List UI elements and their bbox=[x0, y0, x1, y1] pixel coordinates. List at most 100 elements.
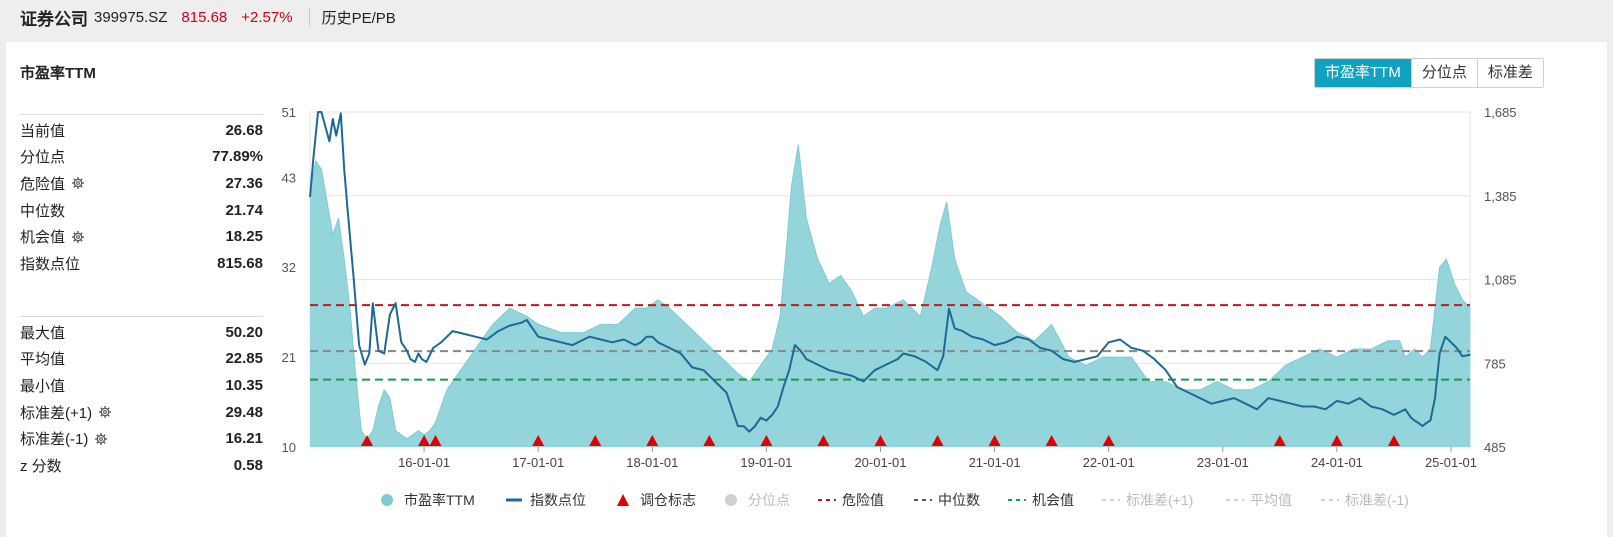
y-right-tick: 1,085 bbox=[1484, 273, 1517, 288]
stat-row: 分位点 77.89% bbox=[20, 144, 263, 171]
panel-title: 市盈率TTM bbox=[20, 65, 96, 82]
stat-value: 27.36 bbox=[225, 174, 263, 192]
index-line bbox=[309, 111, 1471, 433]
stat-value: 815.68 bbox=[217, 254, 263, 272]
y-right-tick: 1,385 bbox=[1484, 189, 1517, 204]
rebalance-marker bbox=[429, 435, 442, 446]
stat-label: 中位数 bbox=[20, 202, 66, 220]
stat-row: 危险值 27.36 bbox=[20, 170, 263, 197]
stat-value: 22.85 bbox=[225, 350, 263, 368]
stat-row: 标准差(+1) 29.48 bbox=[20, 399, 263, 426]
index-change: +2.57% bbox=[241, 8, 293, 26]
legend-label: 中位数 bbox=[938, 492, 980, 508]
rebalance-marker bbox=[1102, 435, 1115, 446]
legend-label: 标准差(+1) bbox=[1126, 492, 1193, 508]
legend-label: 分位点 bbox=[748, 492, 790, 508]
legend-label: 平均值 bbox=[1250, 492, 1292, 508]
x-tick: 23-01-01 bbox=[1197, 455, 1249, 470]
header-bar: 证券公司 399975.SZ 815.68 +2.57% 历史PE/PB bbox=[0, 0, 1613, 34]
legend-label: 调仓标志 bbox=[640, 492, 696, 508]
stat-value: 26.68 bbox=[225, 121, 263, 139]
y-right-tick: 785 bbox=[1484, 356, 1506, 371]
rebalance-marker bbox=[703, 435, 716, 446]
pe-chart: 10 21 32 43 51 485 785 1,085 1,385 1,685 16-01-01 1… bbox=[282, 105, 1517, 508]
stats-summary: 最大值 50.20 平均值 22.85 最小值 10.35 标准差(+1) 29.48 标准差(… bbox=[20, 316, 263, 479]
tab-stddev[interactable]: 标准差 bbox=[1476, 59, 1543, 87]
legend-label: 指数点位 bbox=[530, 492, 586, 508]
legend-item[interactable]: 标准差(-1) bbox=[1321, 492, 1409, 508]
y-right-tick: 485 bbox=[1484, 440, 1506, 455]
legend-item[interactable]: 分位点 bbox=[725, 492, 790, 508]
y-left-tick: 51 bbox=[282, 105, 296, 120]
rebalance-marker bbox=[418, 435, 431, 446]
legend-item[interactable]: 平均值 bbox=[1226, 492, 1292, 508]
stat-label: 危险值 bbox=[20, 173, 85, 194]
rebalance-marker bbox=[589, 435, 602, 446]
y-left-tick: 21 bbox=[282, 350, 296, 365]
rebalance-marker bbox=[1045, 435, 1058, 446]
legend-label: 危险值 bbox=[842, 492, 884, 508]
x-tick: 20-01-01 bbox=[854, 455, 906, 470]
gear-icon[interactable] bbox=[94, 432, 108, 446]
stat-label: 标准差(+1) bbox=[20, 402, 112, 423]
tab-percentile[interactable]: 分位点 bbox=[1410, 59, 1477, 87]
legend-item[interactable]: 中位数 bbox=[914, 492, 980, 508]
stat-value: 21.74 bbox=[225, 201, 263, 219]
rebalance-marker bbox=[760, 435, 773, 446]
tab-pe-ttm[interactable]: 市盈率TTM bbox=[1315, 59, 1411, 87]
metric-tab-group: 市盈率TTM 分位点 标准差 bbox=[1314, 58, 1544, 88]
stat-value: 10.35 bbox=[225, 376, 263, 394]
y-left-tick: 43 bbox=[282, 170, 296, 185]
gear-icon[interactable] bbox=[71, 230, 85, 244]
pe-line bbox=[309, 144, 1471, 440]
stats-current: 当前值 26.68 分位点 77.89% 危险值 27.36 中位数 21.74 机会值 18.2… bbox=[20, 114, 263, 277]
stat-value: 77.89% bbox=[212, 148, 263, 166]
x-tick: 18-01-01 bbox=[626, 455, 678, 470]
legend-label: 机会值 bbox=[1032, 492, 1074, 508]
x-tick: 19-01-01 bbox=[740, 455, 792, 470]
legend-dot-icon bbox=[725, 494, 737, 506]
y-right-tick: 1,685 bbox=[1484, 105, 1517, 120]
stat-row: 指数点位 815.68 bbox=[20, 250, 263, 277]
gear-icon[interactable] bbox=[71, 176, 85, 190]
rebalance-marker bbox=[817, 435, 830, 446]
stat-row: 平均值 22.85 bbox=[20, 346, 263, 373]
rebalance-marker bbox=[931, 435, 944, 446]
legend-item[interactable]: 机会值 bbox=[1008, 492, 1074, 508]
stat-row: z 分数 0.58 bbox=[20, 452, 263, 479]
valuation-panel: 市盈率TTM 市盈率TTM 分位点 标准差 当前值 26.68 分位点 77.89% 危… bbox=[6, 42, 1607, 537]
rebalance-marker bbox=[532, 435, 545, 446]
x-tick: 22-01-01 bbox=[1083, 455, 1135, 470]
index-price: 815.68 bbox=[181, 8, 228, 26]
stat-label: 最小值 bbox=[20, 377, 66, 395]
stat-label: 标准差(-1) bbox=[20, 428, 108, 449]
x-tick: 17-01-01 bbox=[512, 455, 564, 470]
rebalance-marker bbox=[361, 435, 374, 446]
index-code: 399975.SZ bbox=[94, 8, 168, 26]
y-left-tick: 10 bbox=[282, 440, 296, 455]
legend-item[interactable]: 指数点位 bbox=[506, 492, 586, 508]
legend-item[interactable]: 危险值 bbox=[818, 492, 884, 508]
stat-label: 最大值 bbox=[20, 324, 66, 342]
stat-value: 0.58 bbox=[233, 456, 263, 474]
page-title[interactable]: 历史PE/PB bbox=[321, 9, 396, 27]
x-tick: 21-01-01 bbox=[969, 455, 1021, 470]
rebalance-marker bbox=[988, 435, 1001, 446]
rebalance-marker bbox=[646, 435, 659, 446]
legend-item[interactable]: 调仓标志 bbox=[617, 492, 696, 508]
rebalance-marker bbox=[1330, 435, 1343, 446]
stat-row: 最小值 10.35 bbox=[20, 372, 263, 399]
legend-item[interactable]: 市盈率TTM bbox=[381, 492, 475, 508]
stat-value: 50.20 bbox=[225, 323, 263, 341]
legend-item[interactable]: 标准差(+1) bbox=[1102, 492, 1193, 508]
legend-label: 市盈率TTM bbox=[404, 492, 475, 508]
stat-label: 机会值 bbox=[20, 226, 85, 247]
stat-row: 当前值 26.68 bbox=[20, 117, 263, 144]
stat-label: z 分数 bbox=[20, 457, 62, 475]
stat-value: 18.25 bbox=[225, 228, 263, 246]
stat-label: 当前值 bbox=[20, 122, 66, 140]
x-tick: 25-01-01 bbox=[1425, 455, 1477, 470]
gear-icon[interactable] bbox=[98, 405, 112, 419]
stat-label: 分位点 bbox=[20, 149, 66, 167]
rebalance-marker bbox=[1387, 435, 1400, 446]
